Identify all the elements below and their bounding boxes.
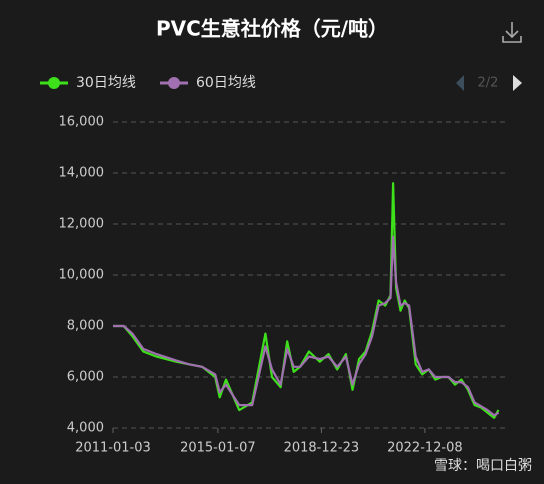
x-tick-label: 2011-01-03 [75,441,151,456]
y-tick-label: 10,000 [59,268,105,283]
legend-marker [48,77,60,89]
legend-label: 30日均线 [76,75,136,91]
legend-label: 60日均线 [196,75,256,91]
pager-text: 2/2 [478,76,499,91]
download-icon[interactable] [502,22,522,43]
series-line [113,235,500,417]
x-tick-label: 2018-12-23 [284,441,360,456]
watermark: 雪球：喝口白粥 [434,457,532,474]
y-tick-label: 12,000 [59,217,105,232]
y-tick-label: 16,000 [59,115,105,130]
chart-title: PVC生意社价格（元/吨） [156,17,388,41]
pager-next[interactable] [513,75,522,91]
y-tick-label: 4,000 [67,421,104,436]
y-tick-label: 8,000 [67,319,104,334]
x-tick-label: 2015-01-07 [180,441,256,456]
legend-marker [168,77,180,89]
pager-prev[interactable] [456,75,464,91]
y-tick-label: 14,000 [59,166,105,181]
x-tick-label: 2022-12-08 [387,441,463,456]
y-tick-label: 6,000 [67,370,104,385]
